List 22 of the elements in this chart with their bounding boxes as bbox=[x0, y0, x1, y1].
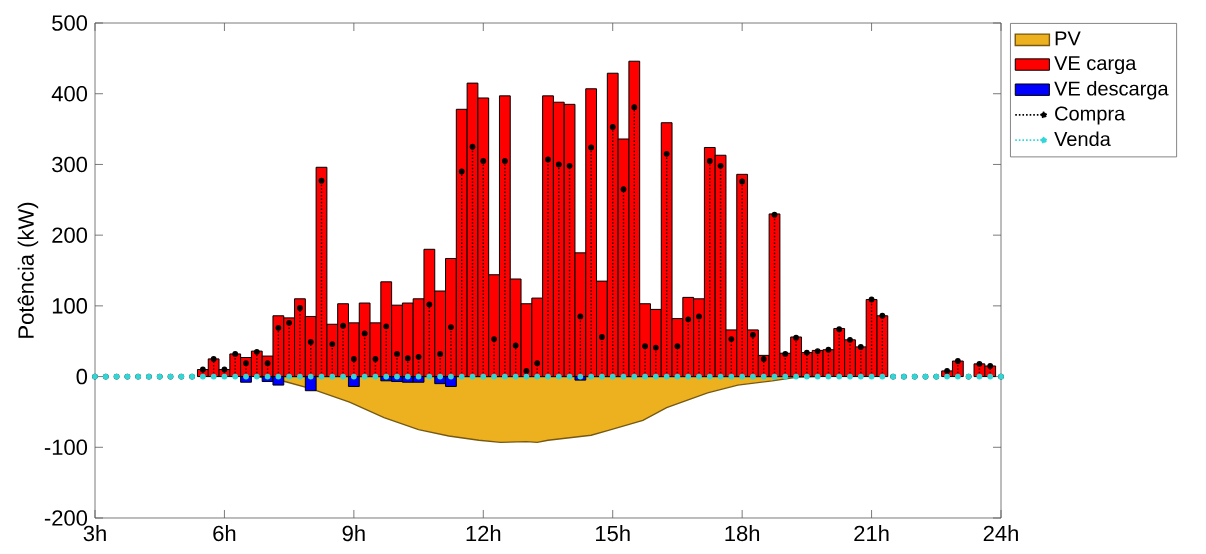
legend-label: VE descarga bbox=[1054, 80, 1169, 100]
y-tick-label: -100 bbox=[44, 439, 88, 456]
x-tick-label: 18h bbox=[725, 525, 760, 542]
y-tick-label: 300 bbox=[52, 156, 88, 173]
y-tick-label: 500 bbox=[52, 15, 88, 31]
legend-label: Compra bbox=[1055, 106, 1126, 125]
legend-label: PV bbox=[1055, 31, 1081, 46]
y-axis-title: Potência (kW) bbox=[17, 202, 39, 338]
x-tick-label: 3h bbox=[83, 525, 106, 542]
legend-label: Venda bbox=[1054, 131, 1111, 147]
x-tick-label: 12h bbox=[466, 525, 501, 542]
x-tick-label: 21h bbox=[854, 525, 889, 542]
y-tick-label: 200 bbox=[52, 227, 88, 243]
y-tick-label: 0 bbox=[76, 368, 88, 385]
x-tick-label: 6h bbox=[213, 525, 236, 542]
y-tick-label: 400 bbox=[51, 85, 88, 102]
legend-label: VE carga bbox=[1054, 56, 1137, 75]
x-tick-label: 24h bbox=[983, 525, 1018, 542]
x-tick-label: 9h bbox=[342, 525, 365, 542]
y-tick-label: 100 bbox=[52, 298, 88, 314]
x-tick-label: 15h bbox=[596, 525, 630, 542]
y-tick-label: -200 bbox=[44, 510, 88, 526]
